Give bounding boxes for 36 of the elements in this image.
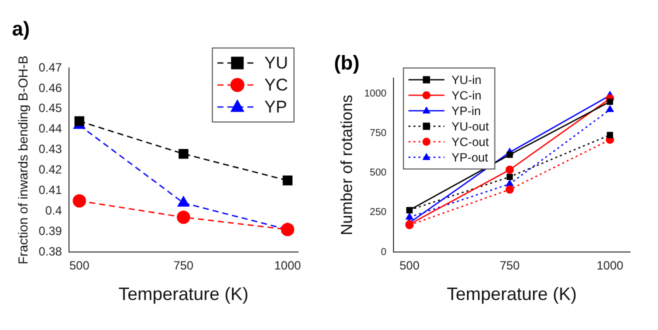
legend-label: YC-out <box>451 135 490 150</box>
y-tick-label: 0.44 <box>38 122 62 136</box>
x-axis-title: Temperature (K) <box>118 284 248 304</box>
legend-label: YC <box>264 76 288 95</box>
y-tick-label: 0.39 <box>38 224 62 238</box>
x-axis-title: Temperature (K) <box>446 284 577 304</box>
x-tick-label: 500 <box>69 258 90 273</box>
legend-label: YU <box>264 54 288 73</box>
x-tick-label: 1000 <box>596 258 624 273</box>
chart-title: a) <box>12 18 30 41</box>
y-tick-label: 0.43 <box>38 142 62 156</box>
y-tick-label: 0.45 <box>38 101 62 116</box>
y-tick-label: 500 <box>370 168 387 179</box>
y-tick-label: 0 <box>380 246 387 258</box>
y-tick-label: 0.42 <box>38 162 62 177</box>
chart-title: (b) <box>334 52 360 75</box>
legend-label: YU-out <box>451 120 490 134</box>
y-tick-label: 750 <box>370 128 387 140</box>
x-tick-label: 500 <box>399 258 420 273</box>
legend-label: YP <box>264 98 288 117</box>
y-axis-title: Fraction of inwards bending B-OH-B <box>15 56 30 264</box>
x-tick-label: 750 <box>173 258 194 273</box>
y-tick-label: 0.41 <box>38 182 62 197</box>
x-tick-label: 1000 <box>274 258 302 273</box>
y-tick-label: 0.38 <box>38 244 62 258</box>
legend-label: YC-in <box>451 88 482 103</box>
y-tick-label: 250 <box>370 207 387 218</box>
legend-label: YP-out <box>451 150 489 165</box>
y-tick-label: 0.4 <box>45 203 62 218</box>
legend-label: YP-in <box>451 104 481 118</box>
y-tick-label: 1000 <box>364 88 387 100</box>
legend-label: YU-in <box>451 73 482 88</box>
y-tick-label: 0.46 <box>38 80 62 95</box>
y-tick-label: 0.47 <box>38 60 62 74</box>
x-tick-label: 750 <box>500 258 520 273</box>
y-axis-title: Number of rotations <box>339 94 356 236</box>
